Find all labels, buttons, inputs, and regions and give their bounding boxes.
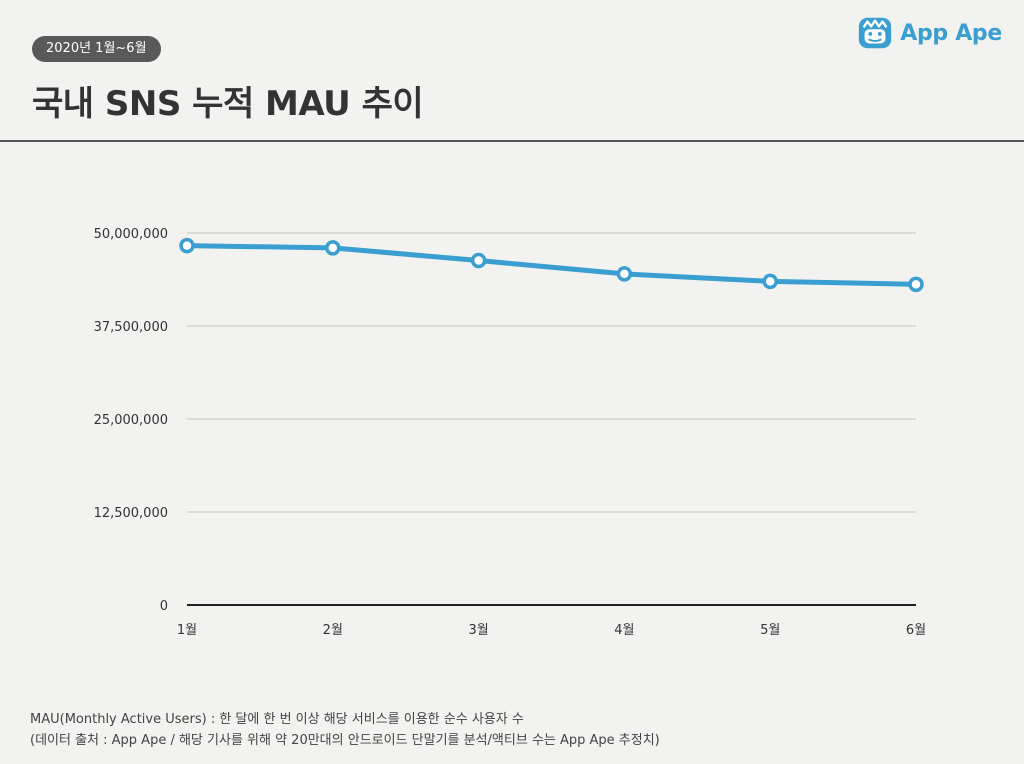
x-tick-label: 5월 (760, 623, 780, 638)
y-tick-label: 50,000,000 (94, 227, 168, 242)
x-tick-label: 3월 (468, 623, 488, 638)
period-badge: 2020년 1월~6월 (32, 36, 161, 62)
series-line (184, 243, 919, 287)
y-tick-label: 25,000,000 (94, 413, 168, 428)
data-point (762, 273, 778, 290)
x-tick-label: 6월 (906, 623, 926, 638)
footnote-data-source: (데이터 출처 : App Ape / 해당 기사를 위해 약 20만대의 안드… (30, 733, 660, 748)
ape-face-icon (859, 17, 892, 49)
header-divider (0, 140, 1024, 142)
y-tick-label: 12,500,000 (94, 506, 168, 521)
brand-name: App Ape (900, 20, 1002, 46)
data-point (325, 240, 341, 256)
y-tick-label: 0 (160, 599, 168, 614)
x-tick-label: 2월 (323, 623, 343, 638)
data-point (470, 252, 487, 269)
page-title: 국내 SNS 누적 MAU 추이 (32, 84, 424, 124)
y-tick-label: 37,500,000 (94, 320, 168, 335)
data-point (616, 266, 633, 282)
x-tick-label: 4월 (614, 623, 634, 638)
brand-logo: App Ape (856, 14, 1002, 52)
data-point (179, 237, 195, 254)
footnote-mau-definition: MAU(Monthly Active Users) : 한 달에 한 번 이상 … (30, 712, 524, 727)
data-point (908, 276, 924, 293)
x-tick-label: 1월 (177, 623, 197, 638)
